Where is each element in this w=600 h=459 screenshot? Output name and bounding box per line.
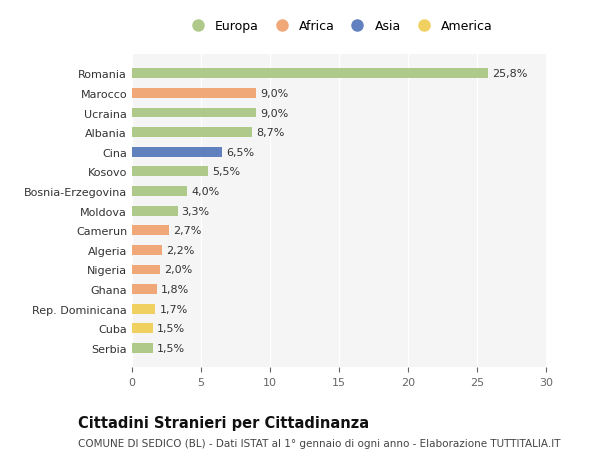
Text: 5,5%: 5,5% [212, 167, 240, 177]
Text: 4,0%: 4,0% [191, 186, 220, 196]
Text: Cittadini Stranieri per Cittadinanza: Cittadini Stranieri per Cittadinanza [78, 415, 369, 431]
Text: COMUNE DI SEDICO (BL) - Dati ISTAT al 1° gennaio di ogni anno - Elaborazione TUT: COMUNE DI SEDICO (BL) - Dati ISTAT al 1°… [78, 438, 560, 448]
Bar [132, 89, 256, 99]
Bar [132, 206, 178, 216]
Bar [132, 187, 187, 196]
Text: 1,7%: 1,7% [160, 304, 188, 314]
Legend: Europa, Africa, Asia, America: Europa, Africa, Asia, America [182, 17, 496, 36]
Text: 2,0%: 2,0% [164, 265, 192, 275]
Bar [132, 147, 222, 157]
Bar [132, 343, 152, 353]
Text: 25,8%: 25,8% [492, 69, 527, 79]
Text: 9,0%: 9,0% [260, 89, 289, 99]
Bar [132, 324, 152, 333]
Text: 2,2%: 2,2% [167, 245, 195, 255]
Text: 1,5%: 1,5% [157, 324, 185, 334]
Text: 1,5%: 1,5% [157, 343, 185, 353]
Bar [132, 226, 169, 235]
Bar [132, 69, 488, 79]
Text: 9,0%: 9,0% [260, 108, 289, 118]
Bar [132, 285, 157, 294]
Text: 6,5%: 6,5% [226, 147, 254, 157]
Text: 3,3%: 3,3% [182, 206, 210, 216]
Bar [132, 128, 252, 138]
Bar [132, 304, 155, 314]
Bar [132, 246, 163, 255]
Text: 1,8%: 1,8% [161, 285, 189, 294]
Text: 2,7%: 2,7% [173, 226, 202, 236]
Bar [132, 265, 160, 275]
Bar [132, 108, 256, 118]
Bar [132, 167, 208, 177]
Text: 8,7%: 8,7% [256, 128, 284, 138]
